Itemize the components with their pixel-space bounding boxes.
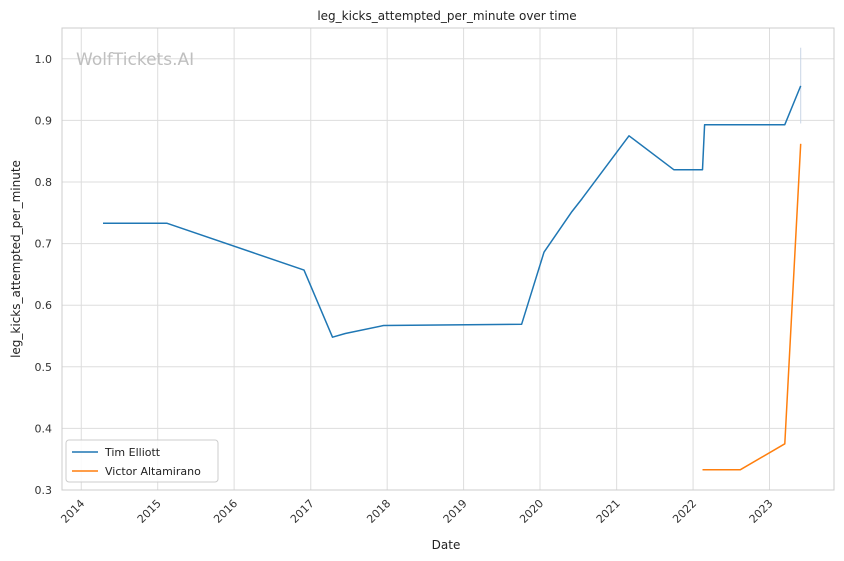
legend-label-tim-elliott: Tim Elliott	[104, 446, 161, 459]
series-lines	[103, 47, 802, 471]
x-tick-label: 2023	[747, 497, 776, 526]
x-tick-label: 2021	[594, 497, 623, 526]
y-tick-label: 0.6	[35, 299, 53, 312]
x-tick-label: 2022	[670, 497, 699, 526]
legend-label-victor-altamirano: Victor Altamirano	[105, 465, 201, 478]
y-tick-label: 0.9	[35, 114, 53, 127]
series-line-tim-elliott	[103, 85, 802, 338]
x-tick-label: 2019	[441, 497, 470, 526]
y-tick-label: 0.4	[35, 422, 53, 435]
watermark: WolfTickets.AI	[76, 50, 194, 70]
x-tick-label: 2015	[135, 497, 164, 526]
x-axis-label: Date	[432, 538, 461, 552]
y-tick-label: 0.8	[35, 176, 53, 189]
legend-box	[65, 439, 219, 483]
x-tick-label: 2018	[364, 497, 393, 526]
y-axis-label: leg_kicks_attempted_per_minute	[9, 160, 23, 358]
x-tick-label: 2017	[288, 497, 317, 526]
y-tick-label: 0.7	[35, 238, 53, 251]
chart-title: leg_kicks_attempted_per_minute over time	[317, 9, 576, 23]
y-tick-label: 0.5	[35, 361, 53, 374]
y-tick-label: 0.3	[35, 484, 53, 497]
grid	[62, 28, 834, 491]
x-tick-label: 2016	[211, 497, 240, 526]
x-tick-label: 2014	[58, 497, 87, 526]
plot-area-frame	[61, 27, 835, 491]
x-axis-ticks: 2014 2015 2016 2017 2018 2019 2020 2021 2022 2023	[58, 497, 775, 526]
x-tick-label: 2020	[517, 497, 546, 526]
series-line-victor-altamirano	[702, 143, 802, 471]
y-tick-label: 1.0	[35, 53, 53, 66]
y-axis-ticks: 0.3 0.4 0.5 0.6 0.7 0.8 0.9 1.0	[35, 53, 53, 497]
legend: Tim Elliott Victor Altamirano	[65, 439, 219, 483]
